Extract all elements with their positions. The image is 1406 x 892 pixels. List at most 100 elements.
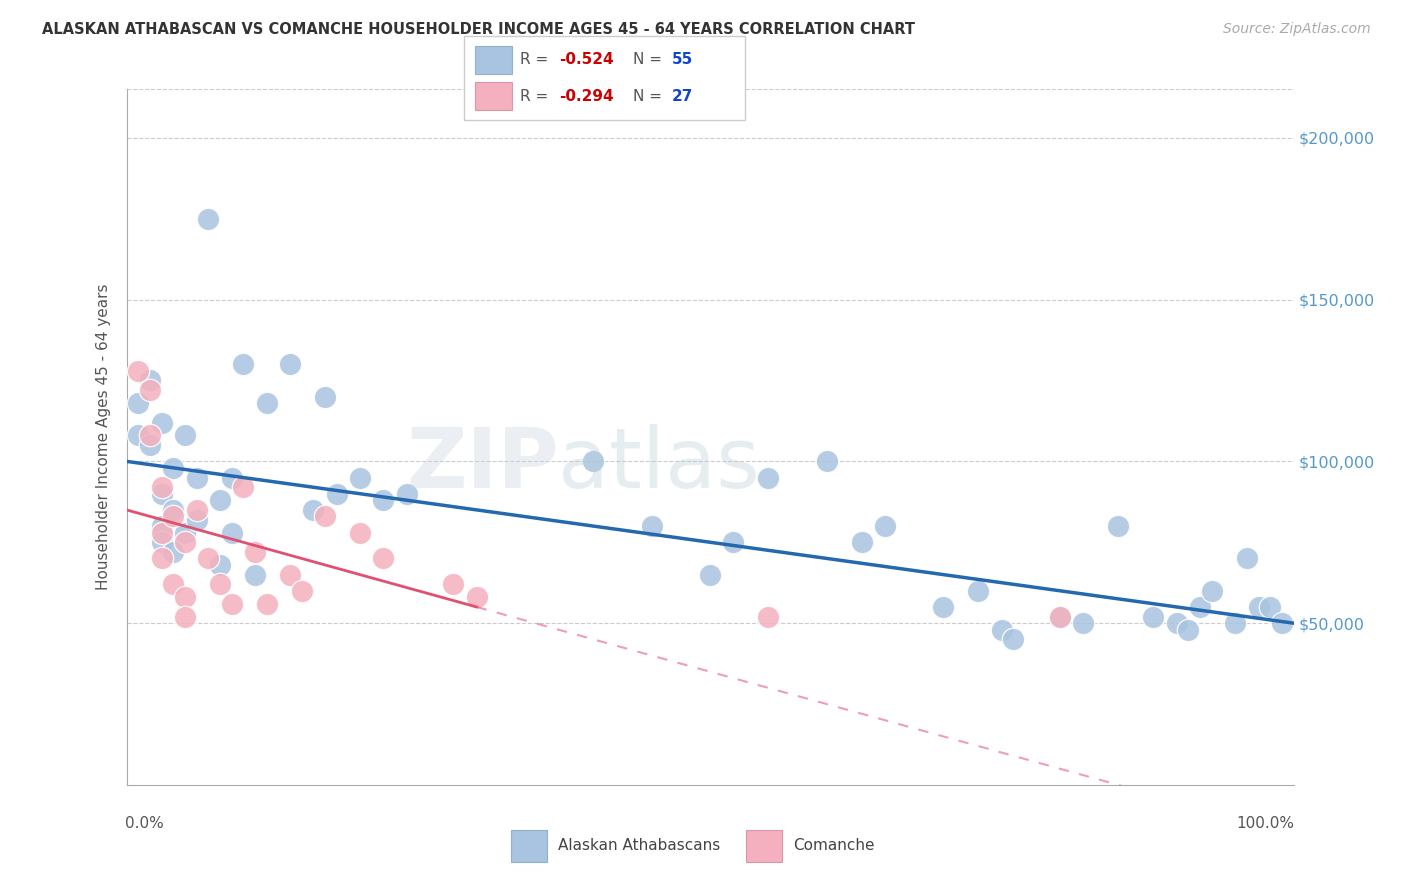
Point: [756, 470, 779, 484]
Point: [967, 583, 990, 598]
Point: [162, 503, 184, 517]
Point: [139, 428, 162, 442]
Point: [150, 551, 173, 566]
Text: 27: 27: [672, 89, 693, 104]
Point: [174, 428, 197, 442]
Point: [932, 599, 955, 614]
Point: [197, 551, 219, 566]
Point: [221, 470, 243, 484]
Point: [1258, 599, 1281, 614]
Point: [150, 535, 173, 549]
Point: [150, 525, 173, 540]
Point: [1049, 609, 1071, 624]
Bar: [512, 830, 547, 863]
Point: [127, 396, 149, 410]
Point: [314, 390, 336, 404]
Point: [162, 509, 184, 524]
Text: Source: ZipAtlas.com: Source: ZipAtlas.com: [1223, 22, 1371, 37]
Bar: [475, 45, 512, 74]
Point: [243, 567, 266, 582]
Text: 0.0%: 0.0%: [125, 816, 165, 831]
Point: [1166, 616, 1188, 631]
Point: [162, 577, 184, 591]
Point: [641, 519, 664, 533]
Text: 55: 55: [672, 52, 693, 67]
Point: [373, 551, 395, 566]
Point: [815, 454, 838, 468]
Point: [139, 438, 162, 452]
Point: [186, 470, 208, 484]
Point: [208, 558, 231, 572]
Point: [875, 519, 897, 533]
Point: [302, 503, 325, 517]
Point: [174, 609, 197, 624]
Point: [1108, 519, 1130, 533]
Text: Alaskan Athabascans: Alaskan Athabascans: [558, 838, 720, 853]
Point: [208, 577, 231, 591]
Text: atlas: atlas: [558, 425, 761, 506]
Text: -0.524: -0.524: [560, 52, 614, 67]
Point: [221, 525, 243, 540]
Point: [174, 591, 197, 605]
Point: [186, 513, 208, 527]
Point: [197, 211, 219, 226]
Point: [150, 480, 173, 494]
Point: [278, 567, 301, 582]
Point: [349, 525, 371, 540]
Point: [174, 535, 197, 549]
Point: [162, 545, 184, 559]
Point: [256, 396, 278, 410]
Point: [186, 503, 208, 517]
Point: [756, 609, 779, 624]
Point: [441, 577, 464, 591]
Point: [290, 583, 312, 598]
Point: [582, 454, 605, 468]
Point: [373, 493, 395, 508]
Point: [990, 623, 1012, 637]
Point: [243, 545, 266, 559]
Point: [395, 486, 418, 500]
FancyBboxPatch shape: [464, 36, 745, 120]
Text: ALASKAN ATHABASCAN VS COMANCHE HOUSEHOLDER INCOME AGES 45 - 64 YEARS CORRELATION: ALASKAN ATHABASCAN VS COMANCHE HOUSEHOLD…: [42, 22, 915, 37]
Text: N =: N =: [633, 89, 666, 104]
Point: [1271, 616, 1294, 631]
Point: [150, 519, 173, 533]
Point: [699, 567, 721, 582]
Point: [349, 470, 371, 484]
Point: [256, 597, 278, 611]
Point: [127, 428, 149, 442]
Point: [232, 357, 254, 371]
Point: [139, 374, 162, 388]
Point: [127, 364, 149, 378]
Point: [851, 535, 873, 549]
Point: [150, 486, 173, 500]
Point: [314, 509, 336, 524]
Point: [1223, 616, 1246, 631]
Point: [465, 591, 488, 605]
Point: [1142, 609, 1164, 624]
Point: [1189, 599, 1212, 614]
Text: R =: R =: [520, 89, 554, 104]
Point: [1236, 551, 1258, 566]
Point: [325, 486, 347, 500]
Point: [1177, 623, 1199, 637]
Point: [162, 460, 184, 475]
Y-axis label: Householder Income Ages 45 - 64 years: Householder Income Ages 45 - 64 years: [96, 284, 111, 591]
Text: -0.294: -0.294: [560, 89, 614, 104]
Point: [208, 493, 231, 508]
Point: [1073, 616, 1095, 631]
Point: [1002, 632, 1025, 647]
Point: [232, 480, 254, 494]
Point: [150, 416, 173, 430]
Point: [1049, 609, 1071, 624]
Text: 100.0%: 100.0%: [1237, 816, 1295, 831]
Text: Comanche: Comanche: [793, 838, 875, 853]
Point: [174, 525, 197, 540]
Point: [139, 383, 162, 397]
Text: N =: N =: [633, 52, 666, 67]
Text: R =: R =: [520, 52, 554, 67]
Point: [723, 535, 745, 549]
Point: [1247, 599, 1270, 614]
Text: ZIP: ZIP: [406, 425, 558, 506]
Point: [278, 357, 301, 371]
